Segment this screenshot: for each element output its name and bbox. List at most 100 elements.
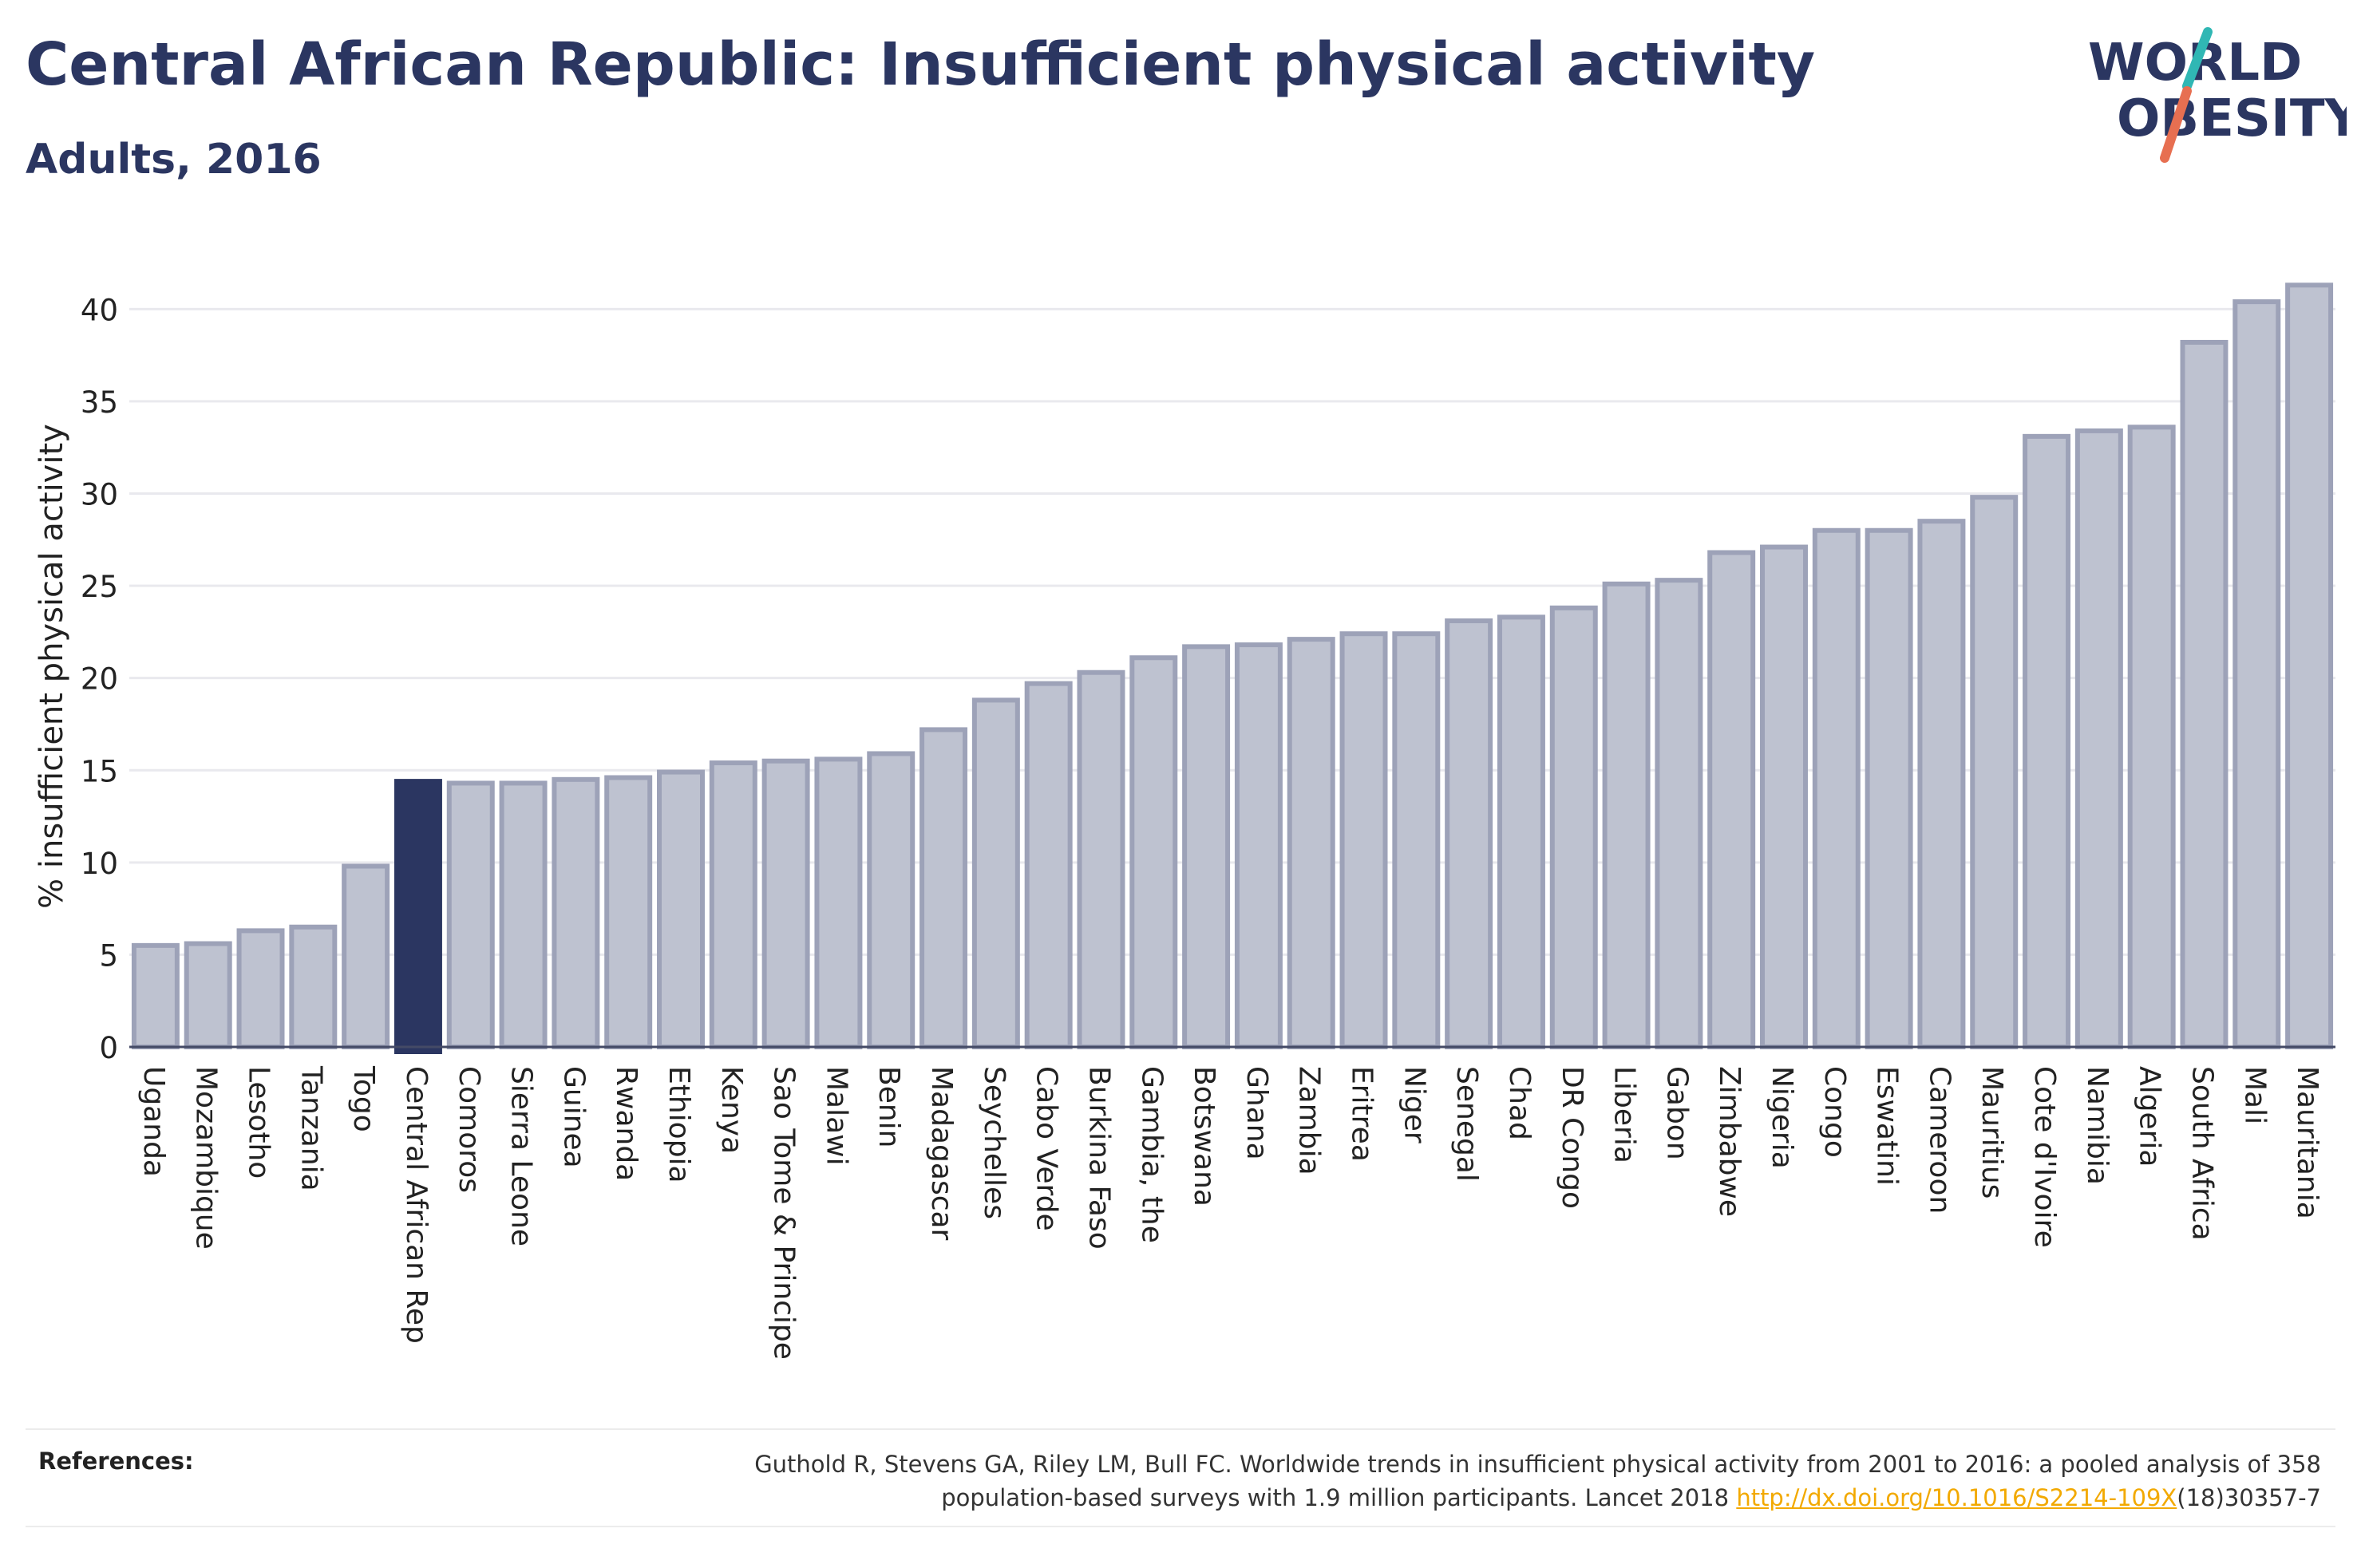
x-tick-label: Comoros	[453, 1066, 485, 1193]
bar-niger[interactable]	[1392, 631, 1441, 1049]
bar-rwanda[interactable]	[604, 775, 653, 1049]
bar-madagascar[interactable]	[919, 727, 968, 1050]
x-tick-label: Kenya	[715, 1066, 748, 1154]
bar-dr-congo[interactable]	[1549, 605, 1598, 1049]
grid-lines	[129, 307, 2335, 956]
bar-cote-d-ivoire[interactable]	[2023, 433, 2071, 1049]
bar-liberia[interactable]	[1602, 581, 1651, 1049]
x-tick-label: Namibia	[2081, 1066, 2114, 1185]
x-tick-label: Botswana	[1188, 1066, 1220, 1207]
x-tick-label: Liberia	[1608, 1066, 1641, 1163]
x-tick-label: Madagascar	[925, 1066, 958, 1241]
x-tick-label: Ethiopia	[662, 1066, 695, 1183]
x-tick-label: Sao Tome & Principe	[768, 1066, 801, 1360]
bar-uganda[interactable]	[131, 942, 180, 1050]
x-tick-label: Guinea	[557, 1066, 590, 1168]
x-tick-label: Mozambique	[190, 1066, 223, 1250]
chart-subtitle: Adults, 2016	[26, 136, 322, 184]
x-tick-label: Mauritius	[1975, 1066, 2008, 1199]
y-tick-label: 35	[81, 385, 118, 420]
bar-togo[interactable]	[342, 863, 390, 1049]
bar-ghana[interactable]	[1234, 642, 1283, 1049]
x-tick-label: South Africa	[2185, 1066, 2218, 1241]
bar-botswana[interactable]	[1182, 644, 1231, 1050]
x-tick-label: Gabon	[1660, 1066, 1693, 1160]
bar-tanzania[interactable]	[289, 924, 338, 1049]
x-tick-label: Uganda	[137, 1066, 170, 1177]
bar-cameroon[interactable]	[1917, 519, 1966, 1049]
bar-south-africa[interactable]	[2180, 339, 2229, 1049]
bar-malawi[interactable]	[814, 756, 863, 1049]
bar-eswatini[interactable]	[1865, 527, 1913, 1049]
bar-zambia[interactable]	[1287, 637, 1335, 1050]
references-label: References:	[38, 1448, 194, 1475]
x-tick-label: Burkina Faso	[1082, 1066, 1115, 1250]
x-tick-label: Seychelles	[978, 1066, 1010, 1219]
bar-lesotho[interactable]	[236, 928, 285, 1049]
bar-guinea[interactable]	[552, 776, 600, 1049]
bar-algeria[interactable]	[2127, 425, 2176, 1049]
bar-benin[interactable]	[867, 751, 916, 1049]
bar-gabon[interactable]	[1655, 578, 1703, 1049]
bar-seychelles[interactable]	[971, 697, 1020, 1049]
x-tick-label: Cameroon	[1923, 1066, 1956, 1214]
x-tick-label: Mauritania	[2291, 1066, 2323, 1219]
bar-congo[interactable]	[1812, 527, 1861, 1049]
y-tick-label: 0	[99, 1031, 118, 1065]
reference-doi-link[interactable]: http://dx.doi.org/10.1016/S2214-109X	[1736, 1484, 2177, 1511]
x-tick-label: Eritrea	[1346, 1066, 1378, 1162]
x-tick-label: Zambia	[1293, 1066, 1326, 1175]
bar-sao-tome-principe[interactable]	[761, 758, 810, 1050]
bar-comoros[interactable]	[446, 780, 495, 1049]
bar-namibia[interactable]	[2074, 428, 2123, 1049]
bar-burkina-faso[interactable]	[1077, 669, 1125, 1050]
bar-mauritius[interactable]	[1970, 495, 2019, 1049]
bar-nigeria[interactable]	[1760, 544, 1808, 1049]
x-tick-label: Rwanda	[610, 1066, 643, 1181]
bar-gambia-the[interactable]	[1129, 655, 1178, 1049]
x-tick-label: DR Congo	[1556, 1066, 1588, 1209]
bar-mali[interactable]	[2232, 299, 2281, 1049]
references-section: References: Guthold R, Stevens GA, Riley…	[26, 1428, 2335, 1527]
bar-central-african-rep[interactable]	[394, 779, 442, 1055]
reference-citation-line1: Guthold R, Stevens GA, Riley LM, Bull FC…	[754, 1451, 2321, 1478]
x-tick-label: Nigeria	[1766, 1066, 1798, 1169]
x-tick-label: Mali	[2238, 1066, 2271, 1124]
x-tick-label: Tanzania	[295, 1065, 327, 1191]
x-tick-label: Senegal	[1450, 1066, 1483, 1182]
y-tick-label: 40	[81, 293, 118, 327]
bar-kenya[interactable]	[709, 760, 757, 1049]
bar-mozambique[interactable]	[184, 941, 232, 1049]
y-axis-label: % insufficient physical activity	[34, 424, 70, 909]
bar-ethiopia[interactable]	[657, 769, 705, 1049]
x-tick-label: Eswatini	[1871, 1066, 1904, 1186]
x-tick-label: Zimbabwe	[1713, 1066, 1746, 1217]
bar-cabo-verde[interactable]	[1024, 681, 1073, 1049]
reference-citation-line2: population-based surveys with 1.9 millio…	[941, 1484, 1737, 1511]
logo-slash-coral-icon	[2160, 86, 2192, 163]
x-tick-label: Benin	[872, 1066, 905, 1147]
bar-eritrea[interactable]	[1339, 631, 1388, 1049]
bar-chad[interactable]	[1497, 614, 1545, 1049]
x-axis-tick-labels: Uganda Mozambique Lesotho Tanzania Togo Centr…	[137, 1065, 2323, 1360]
reference-citation-suffix: (18)30357-7	[2177, 1484, 2321, 1511]
y-tick-label: 5	[99, 938, 118, 973]
x-tick-label: Chad	[1503, 1066, 1536, 1140]
y-tick-label: 25	[81, 570, 118, 604]
logo-text-obesity: OBESITY	[2117, 89, 2347, 148]
world-obesity-logo: WORLD OBESITY	[2088, 27, 2347, 163]
chart-title: Central African Republic: Insufficient p…	[26, 30, 1816, 99]
x-tick-label: Congo	[1818, 1066, 1851, 1158]
y-tick-label: 15	[81, 754, 118, 788]
bar-sierra-leone[interactable]	[499, 780, 548, 1049]
logo-slash-teal-icon	[2182, 27, 2213, 91]
x-tick-label: Niger	[1398, 1066, 1430, 1143]
bar-mauritania[interactable]	[2285, 282, 2334, 1049]
bar-zimbabwe[interactable]	[1707, 550, 1756, 1049]
x-tick-label: Cote d'Ivoire	[2028, 1066, 2061, 1248]
x-tick-label: Gambia, the	[1135, 1066, 1168, 1243]
bar-senegal[interactable]	[1445, 618, 1493, 1049]
references-text: Guthold R, Stevens GA, Riley LM, Bull FC…	[525, 1448, 2321, 1515]
y-tick-label: 30	[81, 478, 118, 512]
x-tick-label: Central African Rep	[400, 1066, 433, 1344]
